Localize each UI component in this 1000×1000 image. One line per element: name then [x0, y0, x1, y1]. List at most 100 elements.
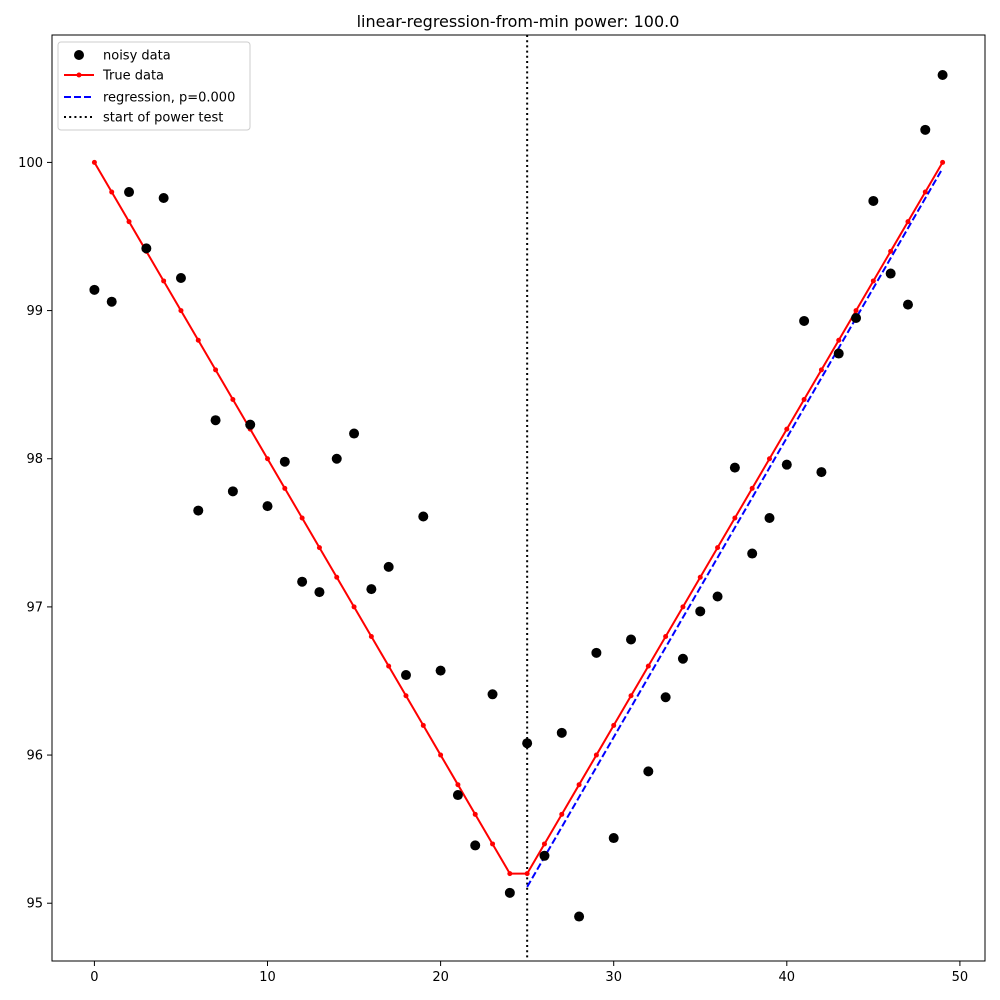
true-data-point-40: [784, 426, 790, 432]
true-data-point-29: [593, 752, 599, 758]
true-data-point-48: [922, 189, 928, 195]
noisy-data-point-0: [89, 284, 100, 295]
noisy-data-point-15: [349, 428, 360, 439]
true-data-point-33: [663, 634, 669, 640]
noisy-data-point-4: [158, 192, 169, 203]
noisy-data-point-16: [366, 584, 377, 595]
true-data-point-6: [195, 337, 201, 343]
noisy-data-point-19: [418, 511, 429, 522]
true-data-point-7: [213, 367, 219, 373]
true-data-point-36: [715, 545, 721, 551]
legend-label-2: regression, p=0.000: [103, 91, 235, 106]
noisy-data-point-37: [729, 462, 740, 473]
noisy-data-point-32: [643, 766, 654, 777]
x-tick-label-5: 50: [952, 970, 969, 985]
noisy-data-point-1: [106, 296, 117, 307]
legend-label-1: True data: [102, 69, 164, 84]
true-data-point-18: [403, 693, 409, 699]
noisy-data-point-35: [695, 606, 706, 617]
true-data-point-39: [766, 456, 772, 462]
noisy-data-point-21: [452, 790, 463, 801]
noisy-data-point-24: [504, 887, 515, 898]
x-tick-label-1: 10: [259, 970, 276, 985]
axes: 0 10 20 30 40 50 95 96 97 98 99 100: [18, 34, 986, 985]
legend-handle-true-data-marker: [76, 72, 82, 78]
noisy-data-point-27: [556, 727, 567, 738]
y-tick-label-1: 96: [26, 749, 43, 764]
noisy-data-point-7: [210, 415, 221, 426]
legend-label-3: start of power test: [103, 111, 223, 126]
noisy-data-point-28: [574, 911, 585, 922]
noisy-data-point-49: [937, 70, 948, 81]
chart-title: linear-regression-from-min power: 100.0: [357, 12, 680, 31]
true-data-point-23: [490, 841, 496, 847]
true-data-point-5: [178, 308, 184, 314]
noisy-data-point-44: [851, 312, 862, 323]
true-data-point-49: [940, 159, 946, 165]
true-data-point-47: [905, 219, 911, 225]
x-tick-label-4: 40: [779, 970, 796, 985]
true-data-line: [93, 161, 944, 875]
legend: noisy data True data regression, p=0.000 st…: [57, 41, 251, 131]
true-data-point-42: [818, 367, 824, 373]
true-data-point-46: [888, 248, 894, 254]
y-tick-label-4: 99: [26, 304, 43, 319]
noisy-data-point-3: [141, 243, 152, 254]
true-data-point-43: [836, 337, 842, 343]
true-data-point-24: [507, 871, 513, 877]
legend-handle-noisy-data: [74, 50, 84, 60]
true-data-point-2: [126, 219, 132, 225]
noisy-data-point-8: [227, 486, 238, 497]
true-data-point-25: [524, 871, 530, 877]
noisy-data-point-20: [435, 665, 446, 676]
y-tick-label-0: 95: [26, 897, 43, 912]
true-data-point-32: [645, 663, 651, 669]
x-tick-label-3: 30: [605, 970, 622, 985]
true-data-point-4: [161, 278, 167, 284]
noisy-data-point-39: [764, 513, 775, 524]
true-data-point-10: [265, 456, 271, 462]
true-data-point-14: [334, 574, 340, 580]
noisy-data-point-48: [920, 124, 931, 135]
legend-label-0: noisy data: [103, 49, 171, 64]
true-data-point-38: [749, 485, 755, 491]
true-data-point-20: [438, 752, 444, 758]
noisy-data-point-31: [626, 634, 637, 645]
true-data-point-28: [576, 782, 582, 788]
true-data-point-41: [801, 396, 807, 402]
noisy-data-point-13: [314, 587, 325, 598]
noisy-data-point-42: [816, 467, 827, 478]
noisy-data-point-9: [245, 419, 256, 430]
regression-line: [526, 167, 944, 888]
true-data-point-31: [628, 693, 634, 699]
true-data-point-12: [299, 515, 305, 521]
noisy-data-point-17: [383, 561, 394, 572]
true-data-point-11: [282, 485, 288, 491]
true-data-point-30: [611, 722, 617, 728]
noisy-data-point-40: [781, 459, 792, 470]
true-data-point-1: [109, 189, 115, 195]
noisy-data-point-47: [902, 299, 913, 310]
noisy-data-point-29: [591, 647, 602, 658]
axes-frame: [51, 34, 986, 962]
true-data-point-21: [455, 782, 461, 788]
x-tick-label-2: 20: [432, 970, 449, 985]
noisy-data-point-34: [677, 653, 688, 664]
noisy-data-point-46: [885, 268, 896, 279]
x-tick-label-0: 0: [90, 970, 98, 985]
noisy-data-point-26: [539, 850, 550, 861]
y-tick-label-3: 98: [26, 452, 43, 467]
noisy-data-point-38: [747, 548, 758, 559]
true-data-point-45: [870, 278, 876, 284]
noisy-data-point-41: [799, 315, 810, 326]
noisy-data-point-11: [279, 456, 290, 467]
noisy-data-point-25: [522, 738, 533, 749]
noisy-data-point-33: [660, 692, 671, 703]
true-data-point-13: [316, 545, 322, 551]
true-data-point-44: [853, 308, 859, 314]
noisy-data-point-43: [833, 348, 844, 359]
noisy-data-point-2: [124, 187, 135, 198]
noisy-data-point-6: [193, 505, 204, 516]
